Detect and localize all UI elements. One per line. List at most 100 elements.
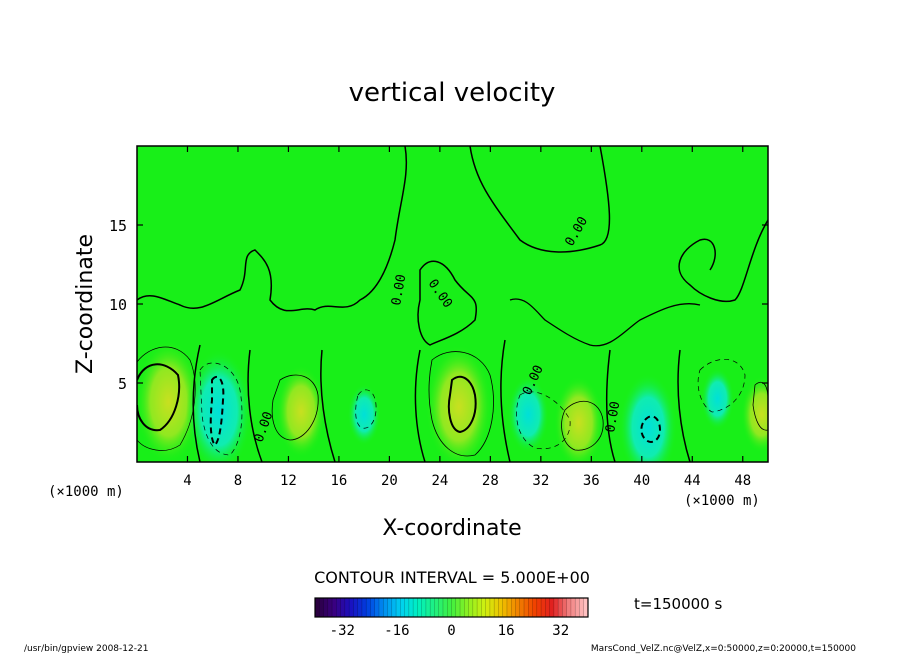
colorbar-cell <box>378 598 384 617</box>
contour-label: 0.00 <box>389 273 409 306</box>
colorbar-cell <box>404 598 410 617</box>
colorbar-cell <box>417 598 423 617</box>
colorbar-cell <box>383 598 389 617</box>
zero-contour-mid <box>509 298 701 347</box>
colorbar-cell <box>370 598 376 617</box>
zero-contour-wave <box>417 260 477 346</box>
x-tick-label: 20 <box>381 473 398 489</box>
contour-interval: CONTOUR INTERVAL = 5.000E+00 <box>314 568 590 587</box>
updraft-contour-5 <box>447 375 477 434</box>
colorbar-cell <box>468 598 474 617</box>
updraft-contour-3 <box>271 374 319 441</box>
downdraft-region <box>186 349 252 462</box>
colorbar-frame <box>314 597 589 618</box>
y-axis-label: Z-coordinate <box>73 234 98 374</box>
zero-contour-sep-3 <box>320 349 336 462</box>
plot-area: 0.00 0.00 0.00 0.00 0.00 0.00 4 8 12 16 20 24… <box>109 145 769 489</box>
colorbar-cell <box>460 598 465 617</box>
downdraft-region <box>619 373 677 462</box>
colorbar-cell <box>558 598 563 617</box>
colorbar-cell <box>340 598 346 617</box>
y-axis: 5 10 15 <box>109 217 768 393</box>
updraft-region <box>425 344 492 462</box>
contour-label: 0.00 <box>603 400 623 433</box>
chart-title: vertical velocity <box>349 78 556 108</box>
colorbar-cell <box>344 598 350 617</box>
colorbar-cell <box>315 598 320 617</box>
colorbar-cell <box>387 598 393 617</box>
colorbar-cell <box>502 598 508 617</box>
colorbar-cell <box>396 598 401 617</box>
updraft-contour-7 <box>561 400 604 451</box>
colorbar-cell <box>519 598 525 617</box>
y-tick-label: 15 <box>109 217 127 235</box>
colorbar-cell <box>413 598 418 617</box>
colorbar-cell <box>511 598 516 617</box>
colorbar-cell <box>494 598 499 617</box>
x-tick-label: 44 <box>684 473 701 489</box>
updraft-region <box>137 340 202 462</box>
updraft-region <box>276 365 326 458</box>
colorbar-cell <box>575 598 580 617</box>
colorbar-cell <box>374 598 380 617</box>
updraft-contour-1 <box>137 363 181 432</box>
x-tick-label: 24 <box>431 473 448 489</box>
colorbar-cell <box>477 598 482 617</box>
zero-contour-sep-6 <box>606 349 616 462</box>
colorbar-cell <box>566 598 572 617</box>
downdraft-region <box>701 368 734 430</box>
updraft-region <box>741 376 768 453</box>
zero-contour-sep-5 <box>500 339 511 462</box>
downdraft-contour-2 <box>209 375 225 447</box>
colorbar-cell <box>336 598 342 617</box>
y-tick-label: 5 <box>118 375 127 393</box>
colorbar-cell <box>570 598 576 617</box>
zero-contour-upper <box>137 146 408 312</box>
downdraft-contour-4 <box>355 389 377 429</box>
colorbar-tick-label: 16 <box>498 623 515 639</box>
colorbar-cell <box>425 598 431 617</box>
x-tick-label: 48 <box>734 473 751 489</box>
colorbar-cell <box>455 598 461 617</box>
colorbar-tick-label: 0 <box>447 623 455 639</box>
footer-left: /usr/bin/gpview 2008-12-21 <box>24 644 148 654</box>
colorbar-cell <box>545 598 551 617</box>
colorbar-cell <box>536 598 542 617</box>
colorbar-cell <box>442 598 448 617</box>
updraft-region <box>554 376 604 462</box>
field-features <box>137 340 768 462</box>
colorbar-cell <box>524 598 529 617</box>
colorbar-cell <box>327 598 333 617</box>
downdraft-region <box>507 376 549 453</box>
colorbar-cell <box>438 598 444 617</box>
colorbar-cell <box>353 598 359 617</box>
colorbar-cell <box>332 598 337 617</box>
colorbar-cell <box>583 598 589 617</box>
colorbar-cell <box>553 598 559 617</box>
colorbar-cell <box>357 598 363 617</box>
colorbar-cell <box>541 598 546 617</box>
colorbar-cell <box>562 598 568 617</box>
downdraft-contour-6 <box>516 391 571 450</box>
x-tick-label: 28 <box>482 473 499 489</box>
x-tick-label: 8 <box>234 473 242 489</box>
colorbar-cell <box>549 598 555 617</box>
colorbar-tick-label: -16 <box>384 623 409 639</box>
x-tick-label: 4 <box>183 473 191 489</box>
zero-contour-sep-2 <box>247 349 263 462</box>
colorbar-tick-label: 32 <box>552 623 569 639</box>
colorbar-cell <box>472 598 478 617</box>
colorbar-cell <box>319 598 325 617</box>
time-label: t=150000 s <box>634 595 722 613</box>
zero-contour-upper-3 <box>678 219 768 302</box>
x-unit-right: (×1000 m) <box>684 493 760 509</box>
colorbar-cell <box>430 598 435 617</box>
colorbar-cell <box>489 598 495 617</box>
colorbar-cell <box>464 598 470 617</box>
downdraft-contour-8 <box>640 415 662 443</box>
colorbar-cell <box>528 598 534 617</box>
colorbar-tick-label: -32 <box>330 623 355 639</box>
colorbar-cell <box>391 598 397 617</box>
colorbar-cell <box>451 598 457 617</box>
